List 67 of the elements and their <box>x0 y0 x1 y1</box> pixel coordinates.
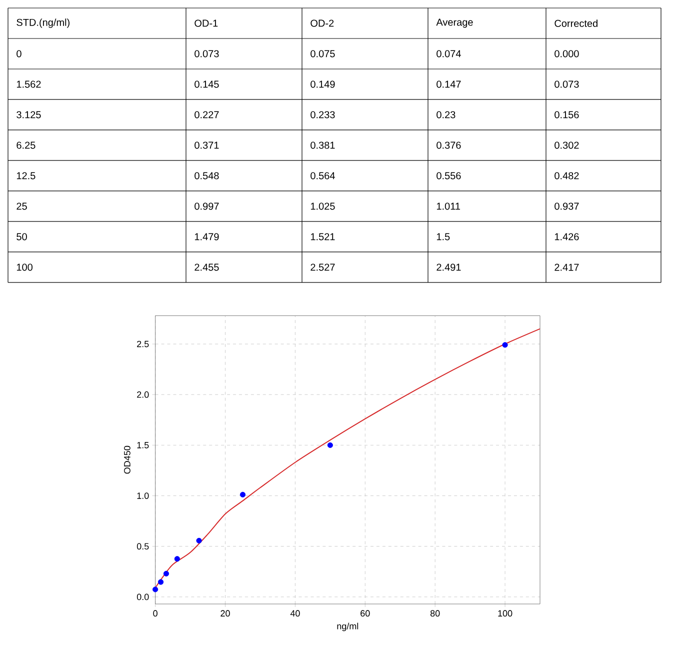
text: 25 <box>16 202 27 210</box>
point <box>174 556 180 562</box>
point <box>163 570 170 576</box>
text: 0 <box>16 50 22 58</box>
point <box>502 342 508 348</box>
text: 0.156 <box>554 111 579 118</box>
x-tick-label: 80 <box>430 610 440 617</box>
text: 0.145 <box>194 80 219 88</box>
text: 0.000 <box>554 50 579 58</box>
text: 0.997 <box>194 202 219 210</box>
text: 50 <box>16 233 27 240</box>
text: 0.376 <box>436 142 461 149</box>
text: 12.5 <box>16 172 36 180</box>
text: 2.527 <box>310 264 335 271</box>
text: 0.233 <box>310 111 335 118</box>
text: OD-2 <box>310 20 334 27</box>
text: 0.482 <box>554 172 579 180</box>
y-tick-label: 0.0 <box>136 594 149 600</box>
text: 0.937 <box>554 202 579 210</box>
text: STD.(ng/ml) <box>16 18 70 28</box>
point <box>240 492 246 498</box>
text: 1.521 <box>310 233 335 240</box>
text: Corrected <box>554 20 598 27</box>
point <box>327 442 333 448</box>
text: 3.125 <box>16 111 41 118</box>
point <box>152 586 158 592</box>
text: 2.455 <box>194 264 219 271</box>
text: 1.011 <box>436 202 460 210</box>
y-tick-label: 2.0 <box>137 391 149 398</box>
text: 0.149 <box>310 80 335 88</box>
text: 1.479 <box>194 233 219 240</box>
y-tick-label: 2.5 <box>137 340 149 348</box>
text: OD-1 <box>194 20 218 27</box>
text: 0.073 <box>554 80 579 88</box>
text: 2.491 <box>436 264 461 271</box>
text: 1.562 <box>16 80 41 88</box>
x-tick-label: 60 <box>360 610 370 617</box>
text: 0.548 <box>194 172 219 180</box>
text: 0.23 <box>436 111 456 118</box>
text: 0.075 <box>310 50 335 58</box>
text: 100 <box>16 264 32 271</box>
text: 0.074 <box>436 50 461 58</box>
text: 0.371 <box>194 142 219 149</box>
y-tick-label: 1.0 <box>137 492 149 499</box>
y-tick-label: 1.5 <box>137 442 149 448</box>
text: 0.302 <box>554 142 579 149</box>
x-tick-label: 100 <box>498 610 512 617</box>
x-axis-title: ng/ml <box>337 622 358 632</box>
text: 0.556 <box>436 172 461 180</box>
text: 0.381 <box>310 142 335 149</box>
text: Average <box>436 18 473 28</box>
x-tick-label: 20 <box>220 610 230 617</box>
point <box>158 579 164 585</box>
text: 1.426 <box>554 233 579 240</box>
y-tick-label: 0.5 <box>136 543 149 550</box>
x-tick-label: 0 <box>153 610 158 617</box>
text: 1.025 <box>310 202 335 210</box>
x-tick-label: 40 <box>290 610 300 617</box>
text: 6.25 <box>16 142 36 149</box>
text: 0.564 <box>310 172 335 180</box>
text: 2.417 <box>554 264 579 271</box>
text: 0.147 <box>436 80 461 88</box>
point <box>196 538 202 544</box>
text: 0.073 <box>194 50 219 58</box>
y-axis-title: OD450 <box>124 446 130 474</box>
text: 1.5 <box>436 233 450 240</box>
text: 0.227 <box>194 111 219 118</box>
